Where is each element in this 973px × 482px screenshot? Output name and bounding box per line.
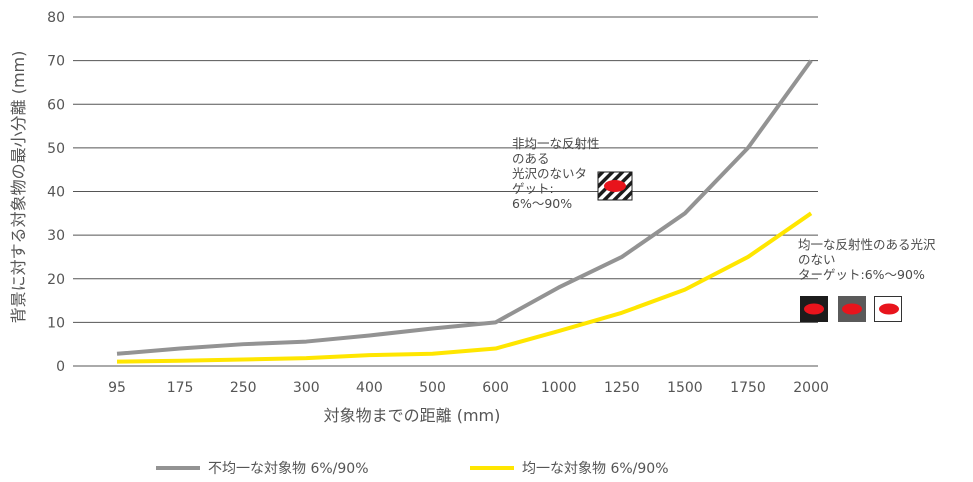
y-axis-title: 背景に対する対象物の最小分離 (mm) bbox=[9, 51, 28, 324]
series-line-nonuniform bbox=[116, 59, 813, 356]
annotation-uniform-target: 均一な反射性のある光沢 のない ターゲット:6%〜90% bbox=[798, 237, 936, 282]
x-tick-label: 1250 bbox=[604, 380, 640, 396]
legend-item-nonuniform: 不均一な対象物 6%/90% bbox=[156, 458, 369, 478]
y-tick-label: 50 bbox=[47, 141, 65, 157]
y-tick-label: 20 bbox=[47, 272, 65, 288]
y-tick-label: 40 bbox=[47, 185, 65, 201]
x-tick-label: 1000 bbox=[541, 380, 577, 396]
series-lines bbox=[116, 59, 813, 364]
x-tick-label: 1750 bbox=[730, 380, 766, 396]
x-tick-label: 400 bbox=[356, 380, 383, 396]
y-tick-label: 80 bbox=[47, 10, 65, 26]
annotation-nonuniform-target: 非均一な反射性 のある 光沢のないタ ゲット: 6%〜90% bbox=[512, 136, 600, 211]
y-tick-label: 0 bbox=[56, 359, 65, 375]
legend-label-nonuniform: 不均一な対象物 6%/90% bbox=[208, 461, 369, 477]
x-tick-label: 2000 bbox=[793, 380, 829, 396]
uniform-target-dark-swatch bbox=[800, 296, 828, 322]
x-tick-label: 500 bbox=[419, 380, 446, 396]
y-tick-labels: 0 10 20 30 40 50 60 70 80 bbox=[47, 10, 65, 375]
uniform-target-gray-swatch bbox=[838, 296, 866, 322]
x-tick-label: 600 bbox=[482, 380, 509, 396]
y-tick-label: 10 bbox=[47, 315, 65, 331]
nonuniform-target-icon bbox=[597, 171, 633, 201]
y-tick-label: 70 bbox=[47, 54, 65, 70]
y-tick-label: 30 bbox=[47, 228, 65, 244]
x-tick-label: 95 bbox=[108, 380, 126, 396]
x-tick-label: 300 bbox=[293, 380, 320, 396]
x-tick-label: 1500 bbox=[667, 380, 703, 396]
legend-label-uniform: 均一な対象物 6%/90% bbox=[522, 461, 669, 477]
x-tick-label: 175 bbox=[167, 380, 194, 396]
legend-item-uniform: 均一な対象物 6%/90% bbox=[470, 458, 669, 478]
y-tick-label: 60 bbox=[47, 97, 65, 113]
x-tick-labels: 95 175 250 300 400 500 600 1000 1250 1500 1750 2000 bbox=[108, 380, 829, 396]
x-tick-label: 250 bbox=[230, 380, 257, 396]
x-axis-title: 対象物までの距離 (mm) bbox=[324, 406, 501, 425]
gridlines bbox=[73, 16, 818, 367]
uniform-target-white-swatch bbox=[874, 296, 902, 322]
legend-swatch-gray bbox=[156, 466, 200, 470]
series-line-uniform bbox=[116, 211, 813, 364]
legend-swatch-yellow bbox=[470, 466, 514, 470]
